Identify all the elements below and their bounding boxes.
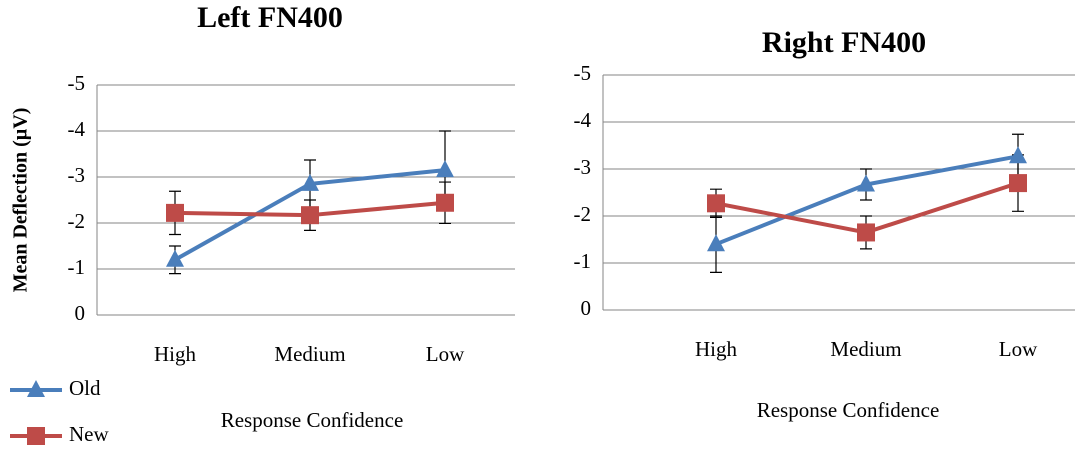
marker	[857, 174, 875, 192]
y-axis-title: Mean Deflection (µV)	[10, 108, 32, 293]
marker	[707, 234, 725, 252]
y-tick-label: -3	[68, 163, 86, 187]
y-tick-label: -2	[68, 209, 86, 233]
x-tick-label: Medium	[274, 342, 345, 366]
marker	[166, 249, 184, 267]
marker	[1009, 174, 1027, 193]
chart-title: Left FN400	[197, 1, 343, 34]
y-tick-label: -1	[68, 255, 86, 279]
marker	[857, 223, 875, 242]
x-tick-label: Low	[426, 342, 465, 366]
marker	[707, 194, 725, 213]
marker	[27, 380, 45, 397]
marker	[1009, 146, 1027, 164]
x-axis-title: Response Confidence	[221, 408, 404, 432]
y-tick-label: -4	[574, 108, 592, 132]
y-tick-label: 0	[75, 301, 86, 325]
x-tick-label: High	[154, 342, 197, 366]
marker	[301, 173, 319, 191]
y-tick-label: -4	[68, 117, 86, 141]
y-tick-label: -3	[574, 155, 592, 179]
x-tick-label: High	[695, 337, 738, 361]
legend-label: Old	[69, 376, 101, 400]
y-tick-label: -1	[574, 249, 592, 273]
y-tick-label: -2	[574, 202, 592, 226]
chart-title: Right FN400	[762, 26, 926, 59]
x-axis-title: Response Confidence	[757, 398, 940, 422]
legend-label: New	[69, 422, 109, 446]
x-tick-label: Low	[999, 337, 1038, 361]
marker	[436, 160, 454, 178]
y-tick-label: -5	[68, 71, 86, 95]
marker	[166, 203, 184, 222]
y-tick-label: -5	[574, 61, 592, 85]
y-tick-label: 0	[581, 296, 592, 320]
marker	[301, 206, 319, 225]
x-tick-label: Medium	[830, 337, 901, 361]
marker	[27, 427, 45, 445]
marker	[436, 193, 454, 212]
